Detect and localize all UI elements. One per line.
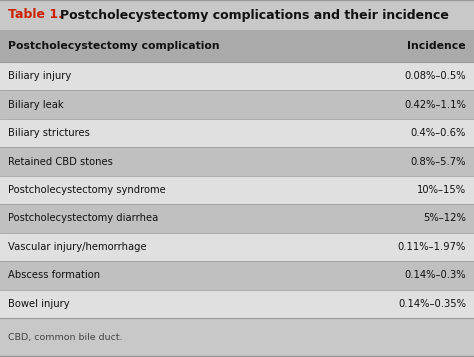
Text: Postcholecystectomy complications and their incidence: Postcholecystectomy complications and th… <box>60 9 449 21</box>
Text: 0.4%–0.6%: 0.4%–0.6% <box>410 128 466 138</box>
Bar <box>0 90 474 119</box>
Text: Vascular injury/hemorrhage: Vascular injury/hemorrhage <box>8 242 146 252</box>
Bar <box>0 147 474 176</box>
Bar <box>0 62 474 90</box>
Text: 0.14%–0.3%: 0.14%–0.3% <box>404 270 466 280</box>
Text: Biliary leak: Biliary leak <box>8 100 64 110</box>
Text: Biliary strictures: Biliary strictures <box>8 128 90 138</box>
Bar <box>0 30 474 62</box>
Text: CBD, common bile duct.: CBD, common bile duct. <box>8 333 123 342</box>
Text: 0.42%–1.1%: 0.42%–1.1% <box>404 100 466 110</box>
Text: 0.8%–5.7%: 0.8%–5.7% <box>410 157 466 167</box>
Bar <box>0 176 474 204</box>
Bar <box>0 318 474 357</box>
Text: 0.11%–1.97%: 0.11%–1.97% <box>398 242 466 252</box>
Text: 10%–15%: 10%–15% <box>417 185 466 195</box>
Bar <box>0 204 474 233</box>
Text: 5%–12%: 5%–12% <box>423 213 466 223</box>
Text: Bowel injury: Bowel injury <box>8 299 70 309</box>
Text: Retained CBD stones: Retained CBD stones <box>8 157 113 167</box>
Text: 0.08%–0.5%: 0.08%–0.5% <box>404 71 466 81</box>
Bar <box>0 0 474 30</box>
Text: Abscess formation: Abscess formation <box>8 270 100 280</box>
Text: Table 1.: Table 1. <box>8 9 63 21</box>
Text: Postcholecystectomy complication: Postcholecystectomy complication <box>8 41 219 51</box>
Text: Postcholecystectomy syndrome: Postcholecystectomy syndrome <box>8 185 166 195</box>
Bar <box>0 261 474 290</box>
Bar <box>0 290 474 318</box>
Text: Incidence: Incidence <box>407 41 466 51</box>
Bar <box>0 119 474 147</box>
Text: 0.14%–0.35%: 0.14%–0.35% <box>398 299 466 309</box>
Text: Biliary injury: Biliary injury <box>8 71 71 81</box>
Text: Postcholecystectomy diarrhea: Postcholecystectomy diarrhea <box>8 213 158 223</box>
Bar <box>0 233 474 261</box>
